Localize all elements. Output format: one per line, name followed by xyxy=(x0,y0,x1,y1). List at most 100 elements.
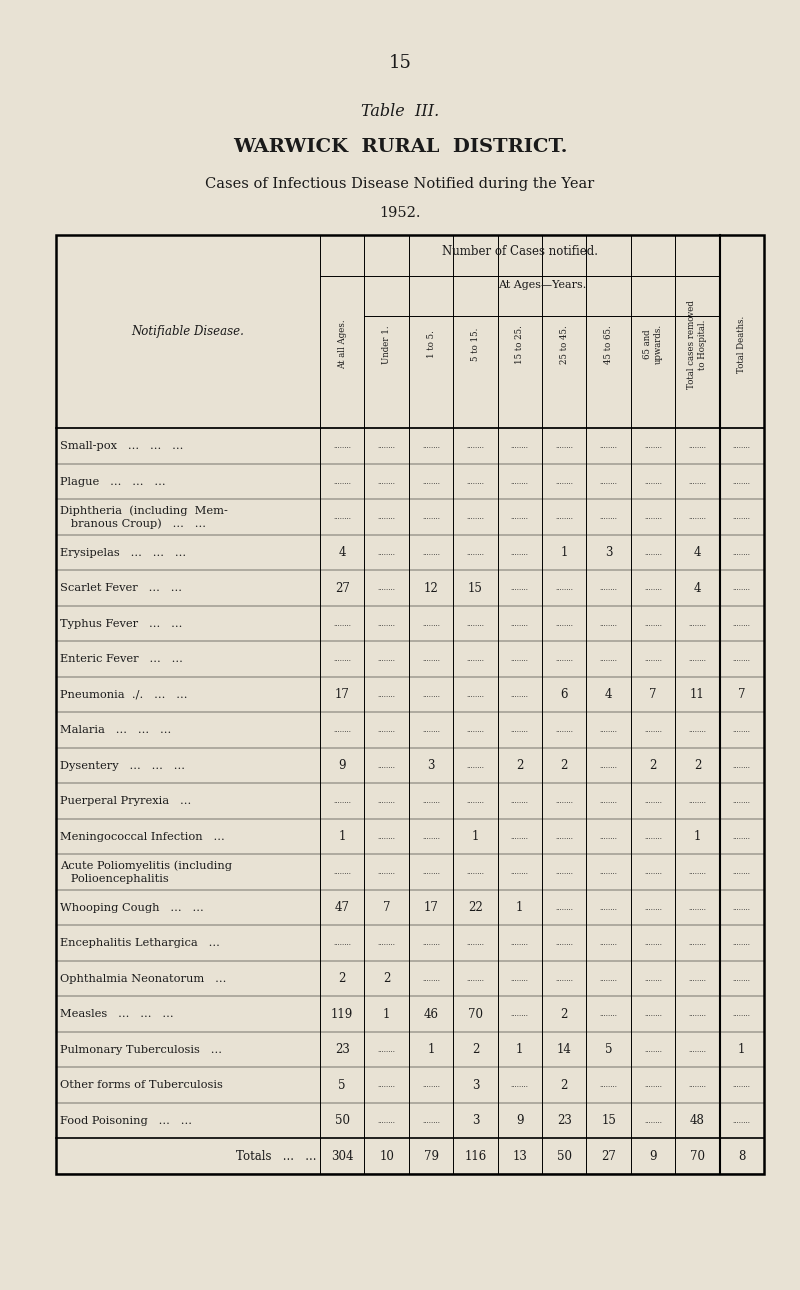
Text: 14: 14 xyxy=(557,1044,572,1057)
Text: Dysentery   ...   ...   ...: Dysentery ... ... ... xyxy=(60,761,185,770)
Text: 1: 1 xyxy=(561,546,568,559)
Text: 27: 27 xyxy=(601,1149,616,1162)
Text: 9: 9 xyxy=(650,1149,657,1162)
Text: ........: ........ xyxy=(422,477,440,485)
Text: ........: ........ xyxy=(733,761,750,770)
Text: ........: ........ xyxy=(644,832,662,841)
Text: ........: ........ xyxy=(733,1010,750,1018)
Text: 2: 2 xyxy=(650,759,657,773)
Text: ........: ........ xyxy=(422,832,440,841)
Text: ........: ........ xyxy=(422,1081,440,1089)
Text: ........: ........ xyxy=(378,513,396,521)
Text: ........: ........ xyxy=(466,513,485,521)
Text: ........: ........ xyxy=(600,1081,618,1089)
Text: ........: ........ xyxy=(644,584,662,592)
Text: ........: ........ xyxy=(733,726,750,734)
Text: 1: 1 xyxy=(516,1044,523,1057)
Text: Cases of Infectious Disease Notified during the Year: Cases of Infectious Disease Notified dur… xyxy=(206,177,594,191)
Text: ........: ........ xyxy=(555,797,573,805)
Text: 5: 5 xyxy=(605,1044,612,1057)
Text: ........: ........ xyxy=(600,797,618,805)
Text: At Ages—Years.: At Ages—Years. xyxy=(498,280,586,290)
Text: ........: ........ xyxy=(644,1010,662,1018)
Text: ........: ........ xyxy=(733,548,750,556)
Text: ........: ........ xyxy=(733,797,750,805)
Text: Scarlet Fever   ...   ...: Scarlet Fever ... ... xyxy=(60,583,182,593)
Text: 1: 1 xyxy=(516,902,523,915)
Text: 2: 2 xyxy=(561,759,568,773)
Text: 1952.: 1952. xyxy=(379,206,421,221)
Text: ........: ........ xyxy=(555,832,573,841)
Text: 23: 23 xyxy=(557,1115,572,1127)
Text: ........: ........ xyxy=(511,442,529,450)
Text: ........: ........ xyxy=(378,619,396,627)
Text: 7: 7 xyxy=(650,688,657,700)
Text: ........: ........ xyxy=(600,513,618,521)
Text: Other forms of Tuberculosis: Other forms of Tuberculosis xyxy=(60,1080,223,1090)
Text: ........: ........ xyxy=(466,690,485,699)
Text: ........: ........ xyxy=(600,442,618,450)
Text: 3: 3 xyxy=(427,759,434,773)
Text: ........: ........ xyxy=(378,726,396,734)
Text: 2: 2 xyxy=(472,1044,479,1057)
Text: 11: 11 xyxy=(690,688,705,700)
Text: ........: ........ xyxy=(688,655,706,663)
Text: ........: ........ xyxy=(422,939,440,947)
Text: Totals   ...   ...: Totals ... ... xyxy=(235,1149,316,1162)
Text: Encephalitis Lethargica   ...: Encephalitis Lethargica ... xyxy=(60,938,220,948)
Text: 50: 50 xyxy=(557,1149,572,1162)
Text: ........: ........ xyxy=(600,761,618,770)
Text: ........: ........ xyxy=(555,726,573,734)
Text: Pneumonia  ./.   ...   ...: Pneumonia ./. ... ... xyxy=(60,690,187,699)
Text: ........: ........ xyxy=(378,939,396,947)
Text: ........: ........ xyxy=(600,832,618,841)
Text: Small-pox   ...   ...   ...: Small-pox ... ... ... xyxy=(60,441,183,451)
Text: ........: ........ xyxy=(333,477,351,485)
Text: 7: 7 xyxy=(383,902,390,915)
Text: ........: ........ xyxy=(600,939,618,947)
Text: ........: ........ xyxy=(378,1081,396,1089)
Text: ........: ........ xyxy=(688,1081,706,1089)
Text: 8: 8 xyxy=(738,1149,746,1162)
Text: ........: ........ xyxy=(422,548,440,556)
Text: 50: 50 xyxy=(334,1115,350,1127)
Text: ........: ........ xyxy=(466,797,485,805)
Text: ........: ........ xyxy=(555,619,573,627)
Text: Ophthalmia Neonatorum   ...: Ophthalmia Neonatorum ... xyxy=(60,974,226,983)
Text: ........: ........ xyxy=(333,939,351,947)
Text: 116: 116 xyxy=(464,1149,486,1162)
Text: ........: ........ xyxy=(555,584,573,592)
Text: ........: ........ xyxy=(688,619,706,627)
Text: 2: 2 xyxy=(561,1007,568,1020)
Text: 12: 12 xyxy=(424,582,438,595)
Text: 7: 7 xyxy=(738,688,746,700)
Text: ........: ........ xyxy=(511,797,529,805)
Text: ........: ........ xyxy=(466,868,485,876)
Text: ........: ........ xyxy=(600,726,618,734)
Text: 17: 17 xyxy=(334,688,350,700)
Text: Plague   ...   ...   ...: Plague ... ... ... xyxy=(60,476,166,486)
Text: Typhus Fever   ...   ...: Typhus Fever ... ... xyxy=(60,619,182,628)
Text: ........: ........ xyxy=(511,655,529,663)
Text: ........: ........ xyxy=(378,477,396,485)
Text: ........: ........ xyxy=(644,513,662,521)
Text: ........: ........ xyxy=(422,619,440,627)
Text: 25 to 45.: 25 to 45. xyxy=(560,325,569,364)
Text: 1: 1 xyxy=(694,829,701,844)
Text: Malaria   ...   ...   ...: Malaria ... ... ... xyxy=(60,725,171,735)
Text: ........: ........ xyxy=(378,832,396,841)
Text: 4: 4 xyxy=(694,582,701,595)
Text: ........: ........ xyxy=(555,975,573,983)
Text: 4: 4 xyxy=(338,546,346,559)
Text: Whooping Cough   ...   ...: Whooping Cough ... ... xyxy=(60,903,204,912)
Text: ........: ........ xyxy=(511,939,529,947)
Text: 304: 304 xyxy=(331,1149,354,1162)
Text: 15: 15 xyxy=(601,1115,616,1127)
Text: Total Deaths.: Total Deaths. xyxy=(738,316,746,373)
Text: 70: 70 xyxy=(468,1007,483,1020)
Text: 3: 3 xyxy=(605,546,612,559)
Text: Diphtheria  (including  Mem-
   branous Croup)   ...   ...: Diphtheria (including Mem- branous Croup… xyxy=(60,506,228,529)
Text: ........: ........ xyxy=(600,868,618,876)
Text: Enteric Fever   ...   ...: Enteric Fever ... ... xyxy=(60,654,183,664)
Text: ........: ........ xyxy=(333,619,351,627)
